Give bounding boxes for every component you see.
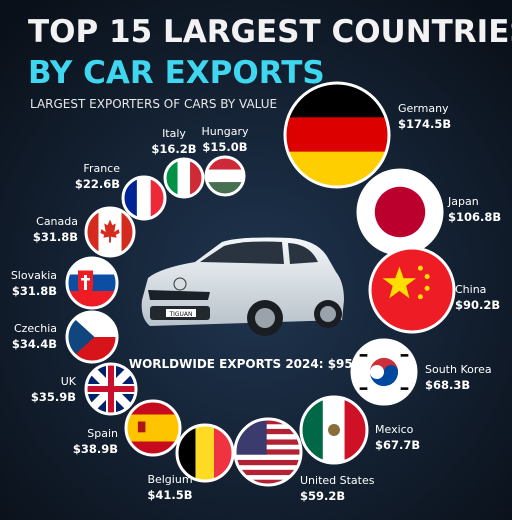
flag	[121, 175, 167, 221]
country-value: $68.3B	[425, 378, 470, 392]
plate: TIGUAN	[168, 311, 192, 318]
title-line-2: BY CAR EXPORTS	[28, 55, 325, 91]
flag	[124, 399, 182, 457]
country-value: $22.6B	[75, 177, 120, 191]
country-value: $106.8B	[448, 210, 501, 224]
country-value: $15.0B	[202, 140, 247, 154]
country-value: $41.5B	[147, 488, 192, 502]
country-name: United States	[300, 474, 375, 487]
country-name: China	[455, 283, 486, 296]
flag	[175, 423, 235, 483]
country-value: $34.4B	[12, 337, 57, 351]
country-value: $31.8B	[33, 230, 78, 244]
country-value: $35.9B	[31, 390, 76, 404]
country-value: $174.5B	[398, 117, 451, 131]
country-value: $67.7B	[375, 438, 420, 452]
flag	[84, 362, 138, 416]
flag	[84, 206, 136, 258]
country-name: Mexico	[375, 423, 414, 436]
country-name: France	[83, 162, 120, 175]
country-name: Spain	[87, 427, 118, 440]
flag	[283, 81, 391, 189]
country-value: $16.2B	[151, 142, 196, 156]
flag	[350, 338, 418, 406]
country-name: Belgium	[147, 473, 192, 486]
country-value: $31.8B	[12, 284, 57, 298]
flag	[356, 168, 444, 256]
flag	[299, 395, 369, 465]
flag	[65, 310, 119, 364]
flag	[163, 157, 205, 199]
country-name: South Korea	[425, 363, 492, 376]
country-name: Canada	[36, 215, 78, 228]
country-name: Slovakia	[11, 269, 57, 282]
country-name: Czechia	[14, 322, 57, 335]
flag	[233, 417, 303, 487]
worldwide-total: WORLDWIDE EXPORTS 2024: $958.9B	[129, 357, 383, 371]
country-name: Japan	[447, 195, 479, 208]
subtitle: LARGEST EXPORTERS OF CARS BY VALUE	[30, 97, 277, 111]
title-line-1: TOP 15 LARGEST COUNTRIES	[28, 14, 512, 50]
car: TIGUAN	[141, 237, 344, 336]
country-value: $59.2B	[300, 489, 345, 503]
country-name: UK	[61, 375, 77, 388]
country-name: Germany	[398, 102, 449, 115]
country-value: $90.2B	[455, 298, 500, 312]
flag	[65, 256, 119, 310]
flag	[204, 155, 246, 197]
country-name: Hungary	[202, 125, 249, 138]
country-name: Italy	[162, 127, 186, 140]
flag	[368, 246, 456, 334]
country-value: $38.9B	[73, 442, 118, 456]
